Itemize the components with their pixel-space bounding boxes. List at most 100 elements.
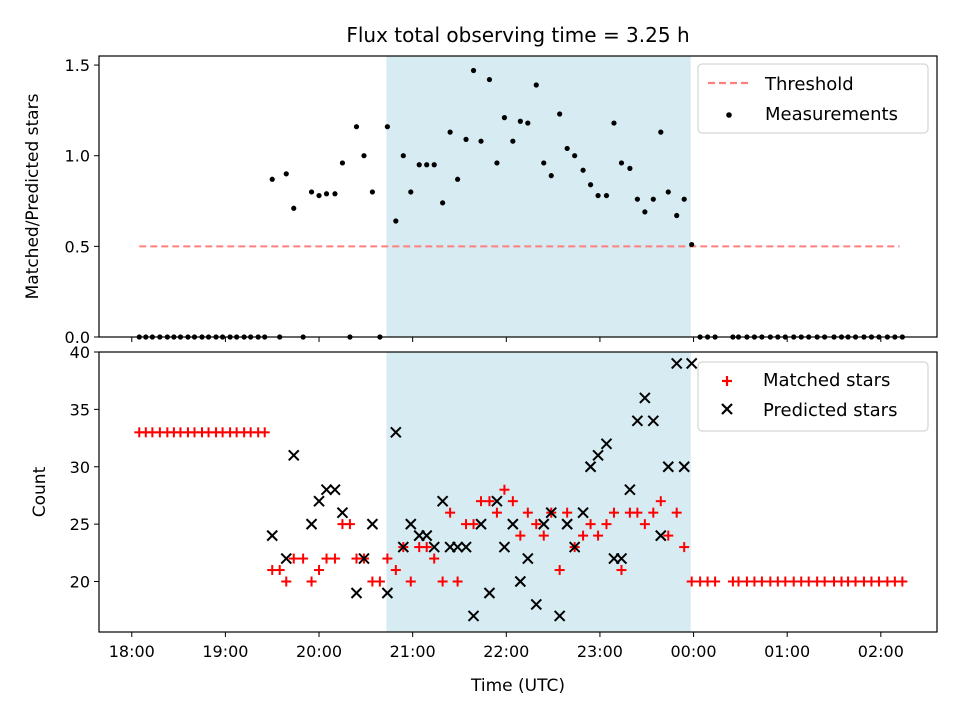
predicted-point: [577, 506, 589, 519]
measurement-point: [424, 162, 430, 168]
matched-point: [507, 496, 518, 507]
predicted-point: [358, 552, 370, 565]
measurement-point: [316, 192, 322, 199]
measurement-point: [603, 192, 610, 199]
matched-point: [873, 576, 884, 587]
matched-point: [382, 553, 393, 564]
measurement-point: [440, 200, 446, 206]
measurement-point: [533, 82, 539, 88]
predicted-point: [568, 541, 581, 553]
measurement-point: [689, 241, 695, 248]
measurement-point: [283, 171, 289, 177]
predicted-point: [288, 449, 300, 461]
predicted-point: [530, 598, 542, 611]
bottom-axes-frame: [98, 351, 938, 633]
predicted-point: [483, 587, 496, 599]
matched-point: [554, 565, 565, 576]
x-tick-label: 22:00: [483, 642, 529, 661]
predicted-point: [662, 461, 674, 473]
predicted-point: [421, 529, 433, 542]
matched-legend-label: Matched stars: [763, 370, 890, 391]
predicted-point: [624, 483, 636, 496]
x-tick-label: 18:00: [109, 642, 155, 661]
matched-point: [374, 576, 385, 587]
predicted-stars-series: [266, 357, 698, 622]
predicted-point: [475, 518, 487, 530]
matched-point: [314, 565, 325, 576]
matched-stars-series: [134, 427, 908, 587]
predicted-point: [329, 483, 341, 496]
measurement-point: [408, 189, 414, 195]
y-tick-label: 0.5: [65, 237, 90, 256]
matched-point: [522, 507, 533, 518]
matched-point: [476, 496, 487, 507]
predicted-point: [336, 506, 349, 519]
matched-point: [274, 565, 285, 576]
observing-span-top: [386, 56, 691, 337]
matched-point: [421, 542, 432, 553]
predicted-point: [467, 610, 480, 622]
predicted-point: [670, 357, 683, 370]
x-tick-label: 01:00: [764, 642, 810, 661]
matched-point: [616, 565, 627, 576]
matched-point: [733, 576, 744, 587]
measurement-point: [564, 145, 570, 152]
bottom-y-axis-label: Count: [30, 466, 50, 517]
measurement-point: [595, 192, 601, 199]
measurement-point: [674, 212, 680, 219]
matched-point: [655, 496, 666, 507]
y-tick-label: 25: [70, 515, 90, 534]
top-legend: Threshold Measurements: [697, 63, 929, 134]
measurement-point: [611, 120, 617, 126]
x-tick-label: 20:00: [296, 642, 342, 661]
predicted-point: [631, 415, 644, 427]
y-tick-label: 40: [70, 343, 90, 362]
measurement-point: [393, 218, 399, 224]
matched-point: [499, 484, 510, 495]
predicted-point: [366, 518, 379, 530]
matched-point: [585, 519, 596, 530]
matched-point: [663, 530, 674, 541]
x-axis-label: Time (UTC): [470, 676, 565, 696]
predicted-point: [280, 552, 292, 565]
matched-point: [639, 519, 650, 530]
measurement-point: [658, 129, 664, 135]
matched-point: [445, 507, 456, 518]
predicted-point: [397, 541, 410, 553]
predicted-point: [436, 495, 449, 507]
matched-point: [679, 542, 690, 553]
matched-point: [897, 576, 908, 587]
y-tick-label: 1.0: [65, 147, 90, 166]
measurement-point: [361, 153, 367, 159]
bottom-y-ticks: 20 25 30 35 40: [70, 343, 99, 592]
y-tick-label: 20: [70, 573, 90, 592]
predicted-point: [498, 541, 511, 553]
x-tick-label: 21:00: [390, 642, 436, 661]
predicted-point: [545, 506, 557, 519]
matched-point: [437, 576, 448, 587]
matched-point: [452, 576, 463, 587]
predicted-point: [305, 518, 318, 530]
predicted-point: [451, 541, 464, 553]
matched-point: [531, 519, 542, 530]
top-panel: 0.0 0.5 1.0 1.5 Matched/Predicted stars Thr…: [23, 55, 938, 347]
matched-point: [686, 576, 697, 587]
measurement-point: [650, 196, 656, 202]
matched-point: [288, 553, 299, 564]
predicted-point: [553, 610, 566, 622]
chart-title: Flux total observing time = 3.25 h: [346, 23, 689, 47]
x-tick-label: 19:00: [202, 642, 248, 661]
matched-point: [756, 576, 767, 587]
measurement-point: [353, 124, 360, 130]
matched-point: [819, 576, 830, 587]
bottom-x-ticks: 18:00 19:00 20:00 21:00 22:00 23:00 00:00 01:00…: [109, 632, 904, 661]
predicted-point: [655, 529, 667, 542]
measurement-point: [447, 129, 453, 135]
matched-point: [329, 553, 340, 564]
measurement-point: [416, 162, 422, 168]
matched-point: [405, 576, 416, 587]
predicted-point: [584, 461, 597, 473]
measurement-point: [478, 138, 484, 144]
top-y-ticks: 0.0 0.5 1.0 1.5: [65, 56, 99, 347]
